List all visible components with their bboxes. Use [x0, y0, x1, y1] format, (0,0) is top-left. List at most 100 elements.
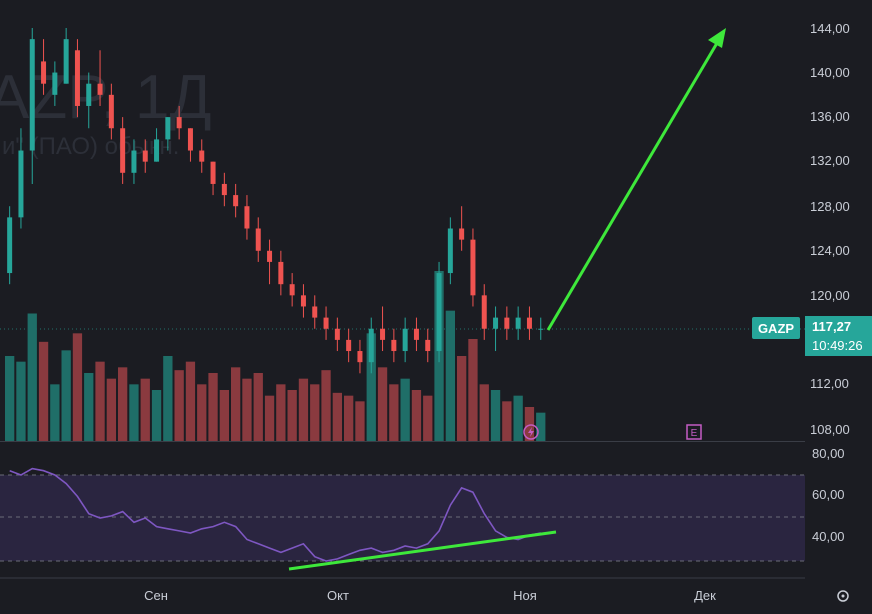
- candle-body: [221, 183, 227, 196]
- rsi-tick: 40,00: [812, 529, 845, 544]
- candle-body: [289, 284, 295, 296]
- price-tick: 112,00: [810, 376, 849, 391]
- volume-bar: [197, 384, 207, 441]
- candle-body: [413, 328, 419, 340]
- volume-bar: [513, 395, 523, 441]
- volume-bar: [38, 341, 49, 441]
- candle-body: [255, 228, 261, 251]
- candle-body: [447, 228, 453, 274]
- volume-bar: [310, 384, 320, 441]
- volume-bar: [151, 390, 162, 441]
- volume-bar: [185, 361, 196, 441]
- symbol-badge[interactable]: [752, 317, 800, 339]
- volume-bar: [264, 395, 275, 441]
- last-price: 117,27: [812, 319, 851, 334]
- candle-body: [97, 83, 103, 95]
- candle-body: [108, 94, 114, 129]
- candle-body: [142, 150, 148, 162]
- time-label: Сен: [144, 588, 168, 603]
- volume-bar: [231, 367, 241, 441]
- volume-bar: [276, 384, 286, 441]
- candles: [7, 28, 544, 374]
- price-tick: 136,00: [810, 109, 850, 124]
- gear-icon[interactable]: [837, 590, 849, 602]
- volume-bar: [27, 313, 37, 441]
- last-price-badge[interactable]: [805, 316, 872, 356]
- rsi-tick: 80,00: [812, 446, 845, 461]
- volume-bar: [468, 339, 478, 441]
- candle-body: [41, 61, 47, 84]
- volume-bar: [118, 367, 128, 441]
- bar-countdown: 10:49:26: [812, 338, 863, 353]
- earnings-icon[interactable]: E: [686, 424, 702, 440]
- candle-body: [74, 50, 80, 106]
- volume-bar: [242, 378, 252, 441]
- price-axis[interactable]: 144,00 140,00 136,00 132,00 128,00 124,0…: [810, 21, 850, 437]
- candle-body: [233, 195, 239, 207]
- rsi-tick: 60,00: [812, 487, 845, 502]
- price-tick: 120,00: [810, 288, 850, 303]
- candle-body: [493, 317, 499, 329]
- volume-bar: [389, 384, 399, 441]
- volume-bar: [400, 378, 410, 441]
- candle-body: [86, 83, 92, 106]
- candle-body: [210, 161, 216, 184]
- volume-bar: [16, 361, 26, 441]
- volume-bar: [457, 356, 467, 441]
- candle-body: [402, 328, 408, 352]
- volume-bar: [287, 390, 297, 441]
- volume-bar: [129, 384, 139, 441]
- candle-body: [154, 139, 160, 162]
- time-label: Ноя: [513, 588, 537, 603]
- volume-bar: [95, 361, 105, 441]
- candle-body: [425, 339, 431, 352]
- price-tick: 144,00: [810, 21, 850, 36]
- candle-body: [176, 117, 182, 129]
- candle-body: [244, 206, 250, 229]
- forecast-arrow-line[interactable]: [546, 37, 722, 331]
- volume-bar: [140, 378, 150, 441]
- candle-body: [323, 317, 329, 329]
- candle-body: [63, 39, 69, 84]
- candle-body: [346, 339, 352, 352]
- candle-body: [199, 150, 205, 162]
- symbol-badge-label: GAZP: [758, 321, 794, 336]
- candle-body: [131, 150, 137, 173]
- volume-bar: [502, 401, 512, 441]
- candle-body: [300, 295, 306, 307]
- watermark-symbol: AZP, 1Д: [0, 63, 212, 132]
- rsi-axis[interactable]: 80,00 60,00 40,00: [812, 446, 845, 544]
- rsi-trendline[interactable]: [288, 530, 557, 571]
- candle-body: [334, 328, 340, 340]
- candle-body: [459, 228, 465, 240]
- time-label: Окт: [327, 588, 349, 603]
- lightning-icon[interactable]: [523, 424, 539, 440]
- candle-body: [52, 72, 58, 95]
- price-tick: 132,00: [810, 153, 850, 168]
- volume-bar: [219, 390, 229, 441]
- volume-bar: [174, 370, 184, 441]
- volume-bar: [479, 384, 489, 441]
- candle-body: [29, 39, 35, 151]
- volume-bar: [163, 356, 173, 441]
- candle-body: [357, 351, 363, 363]
- volume-bar: [536, 412, 546, 441]
- volume-bar: [61, 350, 71, 441]
- svg-text:E: E: [691, 428, 698, 439]
- volume-bar: [411, 390, 422, 441]
- candle-body: [470, 239, 476, 296]
- candle-body: [187, 128, 193, 151]
- candle-body: [312, 306, 318, 318]
- volume-bar: [366, 333, 376, 441]
- volume-bar: [377, 367, 388, 441]
- volume-bar: [524, 407, 535, 441]
- candle-body: [391, 339, 397, 352]
- candle-body: [436, 273, 442, 352]
- candle-body: [504, 317, 510, 329]
- volume-bar: [208, 373, 218, 441]
- rsi-band: [0, 475, 805, 561]
- volume-bar: [106, 378, 116, 441]
- candle-body: [481, 295, 487, 329]
- volume-bar: [344, 395, 354, 441]
